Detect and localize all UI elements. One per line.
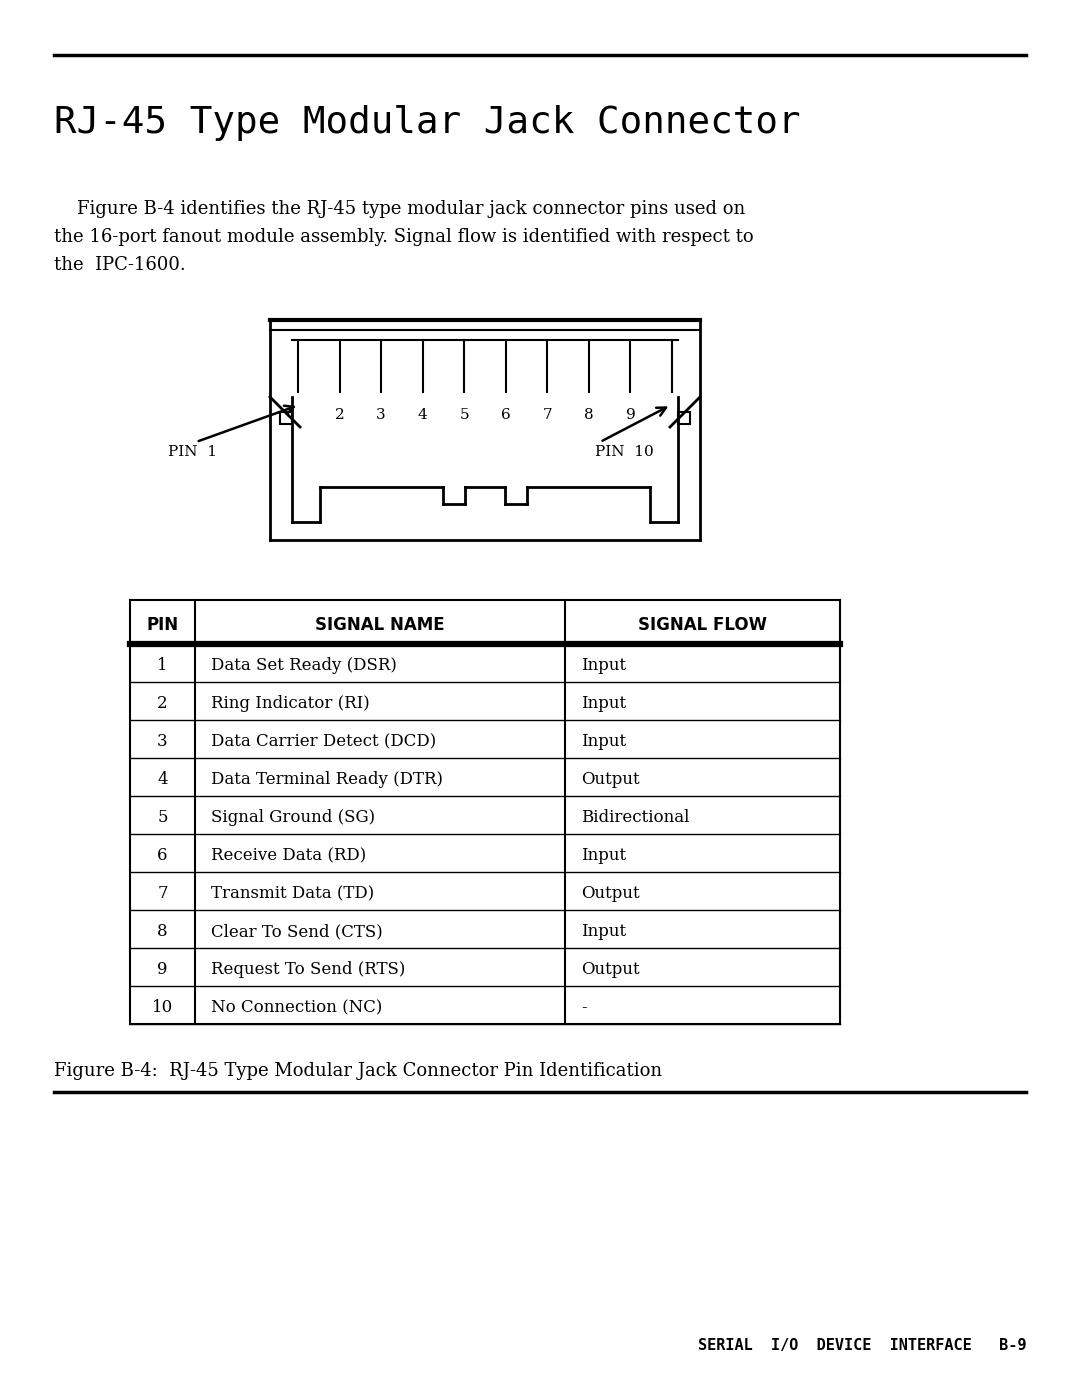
Text: 4: 4 (158, 771, 167, 788)
Text: Data Set Ready (DSR): Data Set Ready (DSR) (211, 657, 396, 674)
Text: Ring Indicator (RI): Ring Indicator (RI) (211, 695, 369, 713)
Text: 10: 10 (152, 1000, 173, 1017)
Text: 7: 7 (158, 885, 167, 903)
Text: Input: Input (581, 924, 626, 940)
Text: Data Carrier Detect (DCD): Data Carrier Detect (DCD) (211, 734, 436, 750)
Text: 3: 3 (158, 734, 167, 750)
Text: SIGNAL FLOW: SIGNAL FLOW (638, 616, 767, 634)
Text: No Connection (NC): No Connection (NC) (211, 1000, 382, 1017)
Text: Bidirectional: Bidirectional (581, 810, 689, 827)
Text: Output: Output (581, 961, 639, 978)
Text: 9: 9 (158, 961, 167, 978)
Text: 8: 8 (584, 408, 594, 422)
Text: Clear To Send (CTS): Clear To Send (CTS) (211, 924, 382, 940)
Text: SERIAL  I/O  DEVICE  INTERFACE   B-9: SERIAL I/O DEVICE INTERFACE B-9 (698, 1338, 1026, 1352)
Text: 6: 6 (158, 847, 167, 864)
Bar (678, 412, 690, 424)
Text: Transmit Data (TD): Transmit Data (TD) (211, 885, 375, 903)
Text: 8: 8 (158, 924, 167, 940)
Text: 2: 2 (335, 408, 345, 422)
Text: Signal Ground (SG): Signal Ground (SG) (211, 810, 375, 827)
Text: Input: Input (581, 695, 626, 713)
Text: the  IPC-1600.: the IPC-1600. (54, 257, 186, 275)
Text: 7: 7 (542, 408, 552, 422)
Text: PIN: PIN (147, 616, 178, 634)
Text: 1: 1 (158, 657, 167, 674)
Text: 4: 4 (418, 408, 428, 422)
Text: Data Terminal Ready (DTR): Data Terminal Ready (DTR) (211, 771, 443, 788)
Text: Output: Output (581, 771, 639, 788)
Text: Receive Data (RD): Receive Data (RD) (211, 847, 366, 864)
Text: SIGNAL NAME: SIGNAL NAME (315, 616, 445, 634)
Text: 9: 9 (625, 408, 635, 422)
Text: Output: Output (581, 885, 639, 903)
Text: Figure B-4 identifies the RJ-45 type modular jack connector pins used on: Figure B-4 identifies the RJ-45 type mod… (54, 200, 745, 218)
Text: Request To Send (RTS): Request To Send (RTS) (211, 961, 405, 978)
Text: 5: 5 (459, 408, 469, 422)
Text: -: - (581, 1000, 586, 1017)
Text: PIN  1: PIN 1 (168, 445, 217, 459)
Text: 6: 6 (501, 408, 511, 422)
Text: PIN  10: PIN 10 (595, 445, 653, 459)
Text: 5: 5 (158, 810, 167, 827)
Text: Figure B-4:  RJ-45 Type Modular Jack Connector Pin Identification: Figure B-4: RJ-45 Type Modular Jack Conn… (54, 1062, 662, 1080)
Text: Input: Input (581, 734, 626, 750)
Text: the 16-port fanout module assembly. Signal flow is identified with respect to: the 16-port fanout module assembly. Sign… (54, 227, 754, 245)
Text: Input: Input (581, 847, 626, 864)
Bar (280, 412, 292, 424)
Text: 3: 3 (376, 408, 386, 422)
Text: RJ-45 Type Modular Jack Connector: RJ-45 Type Modular Jack Connector (54, 105, 800, 141)
Text: 2: 2 (158, 695, 167, 713)
Text: Input: Input (581, 657, 626, 674)
